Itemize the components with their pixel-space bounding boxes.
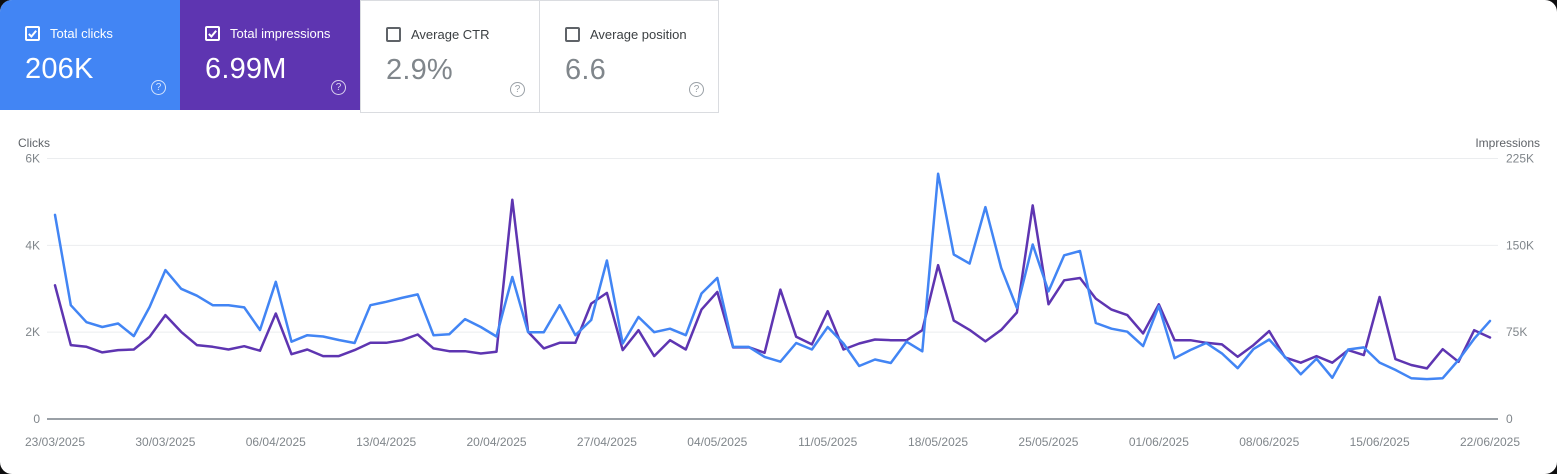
card-total-impressions[interactable]: Total impressions 6.99M ?	[180, 0, 360, 110]
left-axis-title: Clicks	[18, 136, 50, 150]
average-position-value: 6.6	[565, 54, 606, 86]
metric-cards: Total clicks 206K ? Total impressions 6.…	[0, 0, 719, 113]
impressions-line[interactable]	[53, 198, 1492, 370]
card-header: Total clicks	[25, 26, 180, 41]
left-axis-tick: 2K	[25, 325, 40, 339]
card-label: Average position	[590, 27, 687, 42]
card-header: Total impressions	[205, 26, 360, 41]
total-clicks-value: 206K	[25, 53, 94, 85]
x-axis-label: 08/06/2025	[1239, 435, 1299, 449]
card-total-clicks[interactable]: Total clicks 206K ?	[0, 0, 180, 110]
card-label: Total impressions	[230, 26, 331, 41]
total-impressions-checkbox[interactable]	[205, 26, 220, 41]
x-axis-label: 06/04/2025	[246, 435, 306, 449]
help-icon[interactable]: ?	[510, 82, 525, 97]
help-icon[interactable]: ?	[151, 80, 166, 95]
x-axis-label: 20/04/2025	[467, 435, 527, 449]
x-axis-label: 13/04/2025	[356, 435, 416, 449]
right-axis-tick: 150K	[1506, 238, 1534, 252]
x-axis-label: 22/06/2025	[1460, 435, 1520, 449]
left-axis-tick: 0	[33, 412, 40, 426]
card-label: Total clicks	[50, 26, 113, 41]
right-axis-tick: 75K	[1506, 325, 1527, 339]
card-header: Average CTR	[386, 27, 539, 42]
card-average-ctr[interactable]: Average CTR 2.9% ?	[360, 0, 540, 113]
average-ctr-checkbox[interactable]	[386, 27, 401, 42]
checkmark-icon	[28, 30, 37, 39]
card-header: Average position	[565, 27, 718, 42]
average-ctr-value: 2.9%	[386, 54, 453, 86]
checkmark-icon	[208, 30, 217, 39]
average-position-checkbox[interactable]	[565, 27, 580, 42]
total-impressions-value: 6.99M	[205, 53, 287, 85]
x-axis-label: 18/05/2025	[908, 435, 968, 449]
x-axis-label: 27/04/2025	[577, 435, 637, 449]
right-axis-title: Impressions	[1475, 136, 1540, 150]
card-label: Average CTR	[411, 27, 490, 42]
help-icon[interactable]: ?	[689, 82, 704, 97]
x-axis-label: 25/05/2025	[1018, 435, 1078, 449]
x-axis-label: 15/06/2025	[1350, 435, 1410, 449]
card-average-position[interactable]: Average position 6.6 ?	[539, 0, 719, 113]
x-axis-label: 23/03/2025	[25, 435, 85, 449]
right-axis-tick: 225K	[1506, 152, 1534, 166]
x-axis-label: 01/06/2025	[1129, 435, 1189, 449]
x-axis-label: 30/03/2025	[135, 435, 195, 449]
help-icon[interactable]: ?	[331, 80, 346, 95]
left-axis-tick: 4K	[25, 238, 40, 252]
left-axis-tick: 6K	[25, 152, 40, 166]
total-clicks-checkbox[interactable]	[25, 26, 40, 41]
clicks-line[interactable]	[53, 172, 1492, 381]
x-axis-label: 04/05/2025	[687, 435, 747, 449]
x-axis-label: 11/05/2025	[798, 435, 857, 449]
right-axis-tick: 0	[1506, 412, 1513, 426]
